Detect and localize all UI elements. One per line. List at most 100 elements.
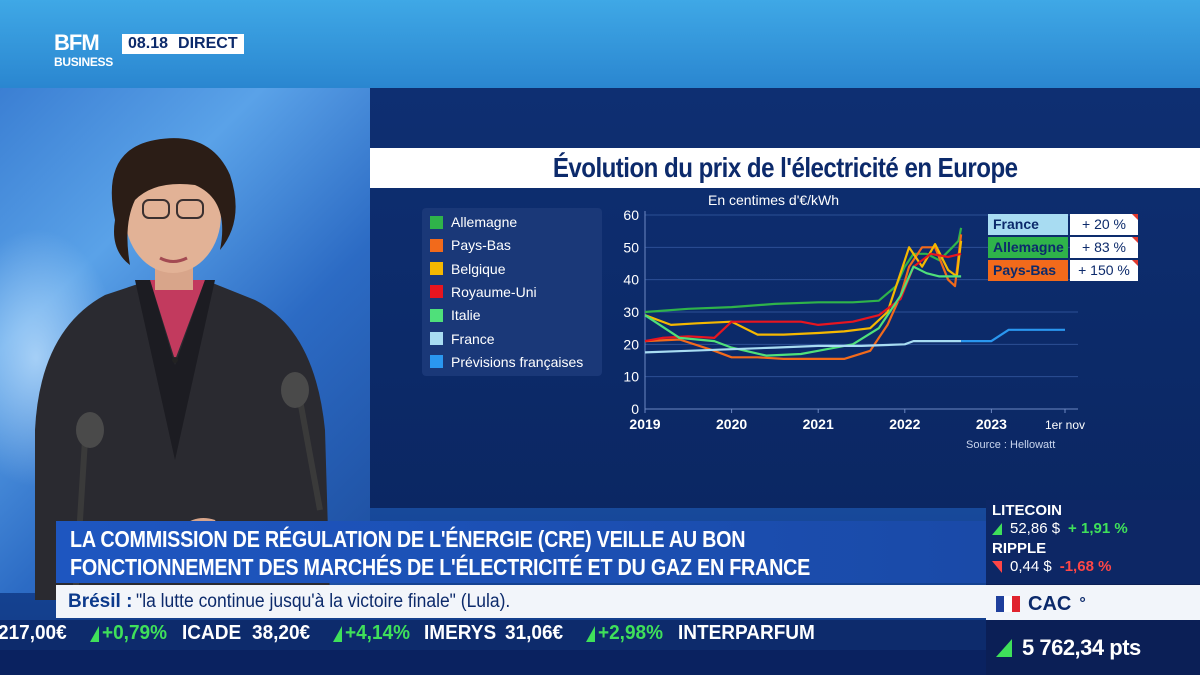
crypto-name: LITECOIN [992,502,1062,519]
series-line [644,234,963,360]
clock-box: 08.18 DIRECT [122,34,244,54]
legend-swatch [430,285,443,299]
legend-label: France [451,330,495,347]
up-arrow-icon [586,626,596,642]
legend-swatch [430,308,443,322]
series-line [961,328,1065,343]
legend-item: Royaume-Uni [430,281,537,303]
subbar-topic: Brésil : [68,590,133,612]
badge-country: Pays-Bas [988,260,1068,281]
stock-ticker: 217,00€ +0,79% ICADE 38,20€ +4,14% IMERYS 31,0… [0,620,988,650]
index-value-row: 5 762,34 pts [986,620,1200,675]
legend-item: Italie [430,304,481,326]
logo-line2: BUSINESS [54,55,113,69]
down-arrow-icon [992,560,1002,573]
ticker-bottom-strip [0,650,988,675]
legend-swatch [430,355,443,369]
ticker-price: 31,06€ [505,622,564,644]
headline-banner: LA COMMISSION DE RÉGULATION DE L'ÉNERGIE… [56,521,986,583]
y-tick-label: 10 [623,369,639,385]
crypto-row: 52,86 $ + 1,91 % [992,520,1128,537]
legend-item: Belgique [430,258,506,280]
crypto-value: 0,44 $ [1010,558,1052,575]
x-tick-label: 2019 [629,416,660,432]
badge-country: France [988,214,1068,235]
crypto-change: + 1,91 % [1068,520,1128,537]
headline-line2: FONCTIONNEMENT DES MARCHÉS DE L'ÉLECTRIC… [70,554,811,580]
subbar-text: "la lutte continue jusqu'à la victoire f… [136,590,511,612]
badge-value: + 150 % [1070,260,1138,281]
x-tick-label: 1er nov [1045,418,1085,432]
legend-swatch [430,215,443,229]
up-arrow-icon [332,626,342,642]
france-flag-icon [996,596,1020,612]
legend-label: Allemagne [451,214,518,230]
clock-time: 08.18 [128,35,169,52]
ticker-price: 38,20€ [251,622,310,644]
x-tick-label: 2021 [803,416,834,432]
ticker-name: IMERYS [424,622,497,644]
chart-title: Évolution du prix de l'électricité en Eu… [552,152,1018,183]
chart-legend: Allemagne Pays-Bas Belgique Royaume-Uni Ital… [422,208,602,376]
up-arrow-icon [996,638,1012,657]
presenter-figure [35,138,330,600]
crypto-panel: LITECOIN 52,86 $ + 1,91 % RIPPLE 0,44 $ -1,68… [986,500,1200,584]
news-subbar: Brésil : "la lutte continue jusqu'à la v… [56,585,986,618]
legend-label: Prévisions françaises [451,353,584,370]
crypto-row: 0,44 $ -1,68 % [992,558,1111,575]
legend-label: Pays-Bas [451,237,511,254]
crypto-value: 52,86 $ [1010,520,1061,537]
y-tick-label: 50 [623,239,639,255]
index-name-row: CAC ° [986,589,1200,619]
legend-label: Italie [451,307,481,324]
top-bar: BFM BUSINESS 08.18 DIRECT [0,0,1200,88]
series-line [644,227,963,314]
y-tick-label: 40 [623,272,639,288]
badge-country: Allemagne [988,237,1068,258]
crypto-change: -1,68 % [1059,558,1112,575]
chart-title-bar: Évolution du prix de l'électricité en Eu… [370,148,1200,188]
up-arrow-icon [90,626,100,642]
badge-value: + 83 % [1070,237,1138,258]
legend-swatch [430,332,443,345]
index-value: 5 762,34 pts [1022,634,1141,660]
index-name: CAC [1028,592,1072,615]
series-line [644,252,962,343]
index-panel: CAC ° 5 762,34 pts [986,585,1200,675]
series-line [644,265,962,357]
y-tick-label: 60 [623,207,639,223]
badge-value: + 20 % [1070,214,1138,235]
index-mark: ° [1079,595,1086,612]
legend-item: France [430,328,495,350]
up-arrow-icon [992,522,1002,535]
change-badge: Allemagne + 83 % [988,237,1138,258]
legend-item: Prévisions françaises [430,351,583,373]
legend-item: Allemagne [430,211,517,233]
legend-label: Belgique [451,260,506,277]
unit-label: En centimes d'€/kWh [708,192,840,208]
crypto-name: RIPPLE [992,540,1047,557]
legend-swatch [430,238,443,252]
y-tick-label: 0 [631,401,639,417]
legend-item: Pays-Bas [430,234,511,256]
source-label: Source : Hellowatt [966,439,1056,451]
y-tick-label: 30 [623,304,639,320]
ticker-change: +0,79% [102,622,168,644]
x-tick-label: 2020 [716,416,747,432]
channel-logo: BFM BUSINESS [54,32,118,76]
logo-line1: BFM [54,30,100,55]
series-line [644,340,962,354]
legend-label: Royaume-Uni [451,283,537,300]
change-badge: Pays-Bas + 150 % [988,260,1138,281]
change-badge: France + 20 % [988,214,1138,235]
live-label: DIRECT [178,35,238,52]
ticker-price: 217,00€ [0,622,67,644]
legend-swatch [430,262,443,276]
series-line [644,240,963,336]
y-tick-label: 20 [623,336,639,352]
x-tick-label: 2023 [976,416,1007,432]
x-tick-label: 2022 [889,416,920,432]
headline-line1: LA COMMISSION DE RÉGULATION DE L'ÉNERGIE… [70,526,746,552]
